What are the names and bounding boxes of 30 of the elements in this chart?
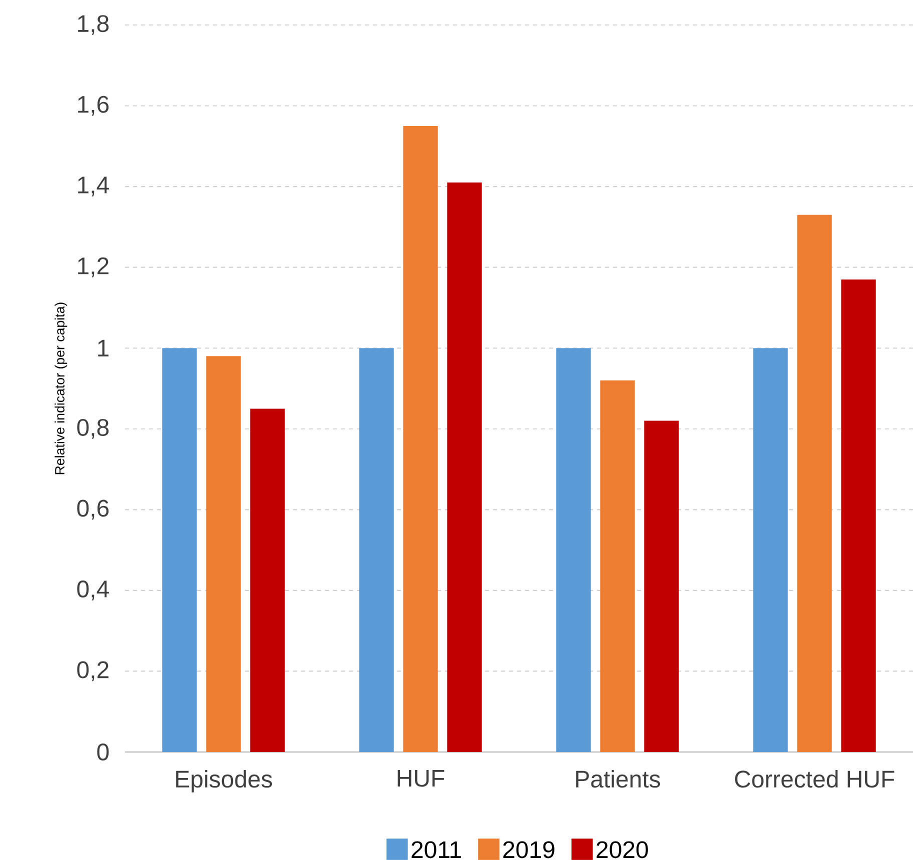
bar bbox=[162, 348, 197, 752]
bar bbox=[600, 380, 635, 752]
bar bbox=[644, 420, 679, 752]
x-tick-label: Patients bbox=[576, 770, 660, 788]
bar bbox=[359, 348, 394, 752]
legend-label: 2019 bbox=[503, 841, 554, 858]
x-tick-label: HUF bbox=[398, 770, 444, 787]
bar bbox=[206, 356, 241, 752]
y-tick-label: 0,2 bbox=[77, 661, 108, 682]
bar bbox=[797, 214, 832, 752]
bar bbox=[403, 126, 438, 752]
y-tick-label: 1 bbox=[98, 340, 108, 356]
legend-label: 2011 bbox=[412, 841, 461, 858]
bar bbox=[753, 348, 788, 752]
y-tick-label: 1,6 bbox=[78, 96, 109, 116]
y-tick-label: 1,4 bbox=[78, 176, 109, 196]
y-tick-label: 1,2 bbox=[78, 257, 108, 278]
x-tick-label: Episodes bbox=[176, 770, 272, 792]
y-tick-label: 0 bbox=[97, 743, 109, 760]
bar bbox=[556, 348, 591, 752]
y-tick-label: 0,6 bbox=[77, 500, 109, 520]
x-tick-label: Corrected HUF bbox=[735, 770, 894, 788]
y-tick-label: 0,4 bbox=[77, 580, 109, 600]
bar bbox=[841, 279, 876, 752]
y-tick-label: 0,8 bbox=[77, 418, 109, 439]
y-axis-title: Relative indicator (per capita) bbox=[54, 302, 68, 474]
y-tick-label: 1,8 bbox=[78, 15, 109, 35]
bar bbox=[447, 182, 482, 752]
bar bbox=[250, 408, 285, 752]
legend-label: 2020 bbox=[596, 841, 648, 858]
